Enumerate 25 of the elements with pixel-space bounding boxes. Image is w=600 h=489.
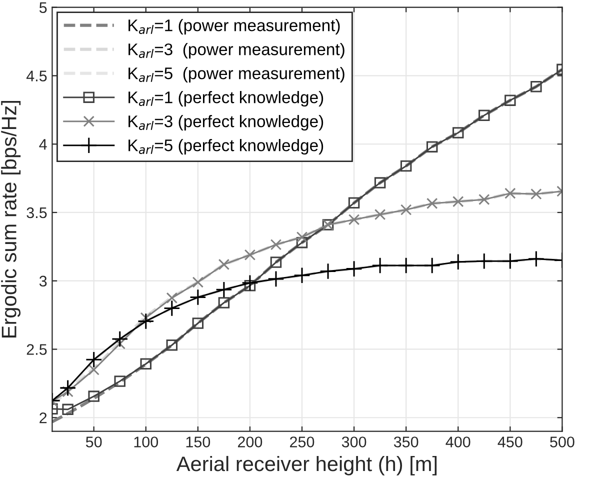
legend-label: K$_{arl}$=3 (power measurement) [128, 43, 344, 59]
x-tick-label: 50 [86, 436, 102, 448]
x-tick-label: 500 [550, 436, 574, 448]
legend-label: K$_{arl}$=5 (power measurement) [128, 67, 344, 83]
x-tick-label: 150 [186, 436, 210, 448]
y-tick-label: 2 [40, 412, 47, 424]
x-tick-label: 200 [238, 436, 262, 448]
x-tick-label: 450 [498, 436, 522, 448]
x-axis-title: Aerial receiver height (h) [m] [176, 456, 437, 476]
y-tick-label: 4.5 [26, 70, 47, 82]
legend-label: K$_{arl}$=1 (power measurement) [128, 19, 340, 35]
legend-label: K$_{arl}$=3 (perfect knowledge) [128, 115, 324, 131]
y-tick-label: 4 [39, 139, 47, 150]
legend-label: K$_{arl}$=1 (perfect knowledge) [128, 91, 324, 107]
legend-label: K$_{arl}$=5 (perfect knowledge) [128, 139, 324, 155]
y-tick-label: 3.5 [26, 207, 47, 218]
y-tick-label: 2.5 [26, 344, 47, 355]
x-tick-label: 250 [290, 436, 314, 448]
y-axis-title: Ergodic sum rate [bps/Hz] [1, 100, 21, 338]
y-tick-label: 3 [39, 276, 47, 287]
x-tick-label: 350 [394, 436, 418, 448]
x-tick-label: 400 [446, 436, 470, 448]
x-tick-label: 300 [342, 436, 366, 448]
x-tick-label: 100 [134, 436, 158, 448]
y-tick-label: 5 [39, 2, 47, 14]
